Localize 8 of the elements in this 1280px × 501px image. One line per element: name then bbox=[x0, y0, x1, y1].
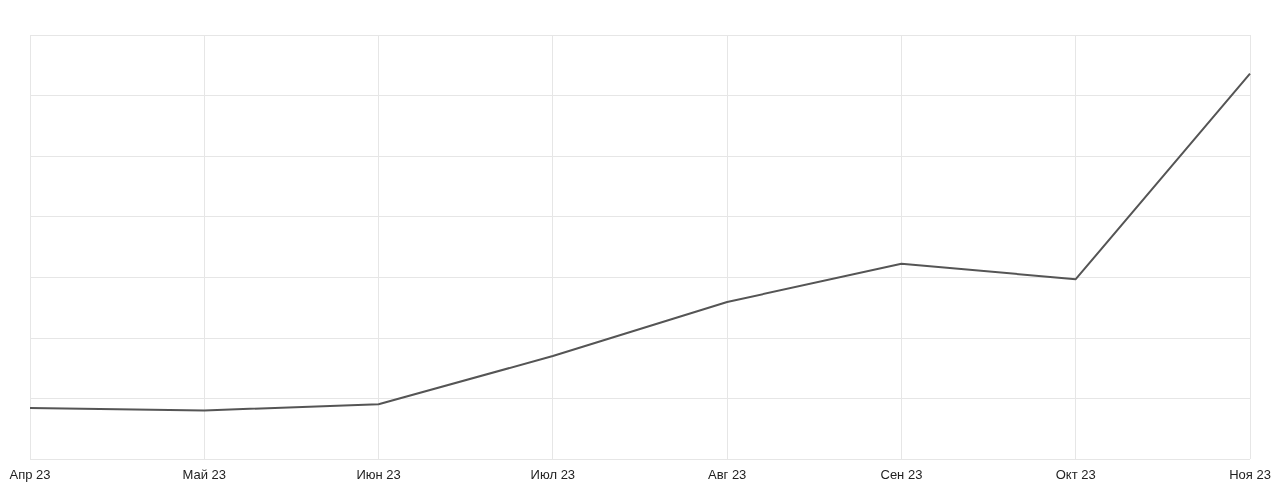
x-tick-label: Май 23 bbox=[182, 466, 227, 482]
x-tick-label: Апр 23 bbox=[9, 466, 51, 482]
x-tick-label: Сен 23 bbox=[880, 466, 923, 482]
x-tick-label: Ноя 23 bbox=[1229, 466, 1271, 482]
x-tick-label: Июл 23 bbox=[530, 466, 576, 482]
x-tick-label: Авг 23 bbox=[707, 466, 747, 482]
x-tick-label: Окт 23 bbox=[1055, 466, 1096, 482]
x-tick-label: Июн 23 bbox=[356, 466, 401, 482]
